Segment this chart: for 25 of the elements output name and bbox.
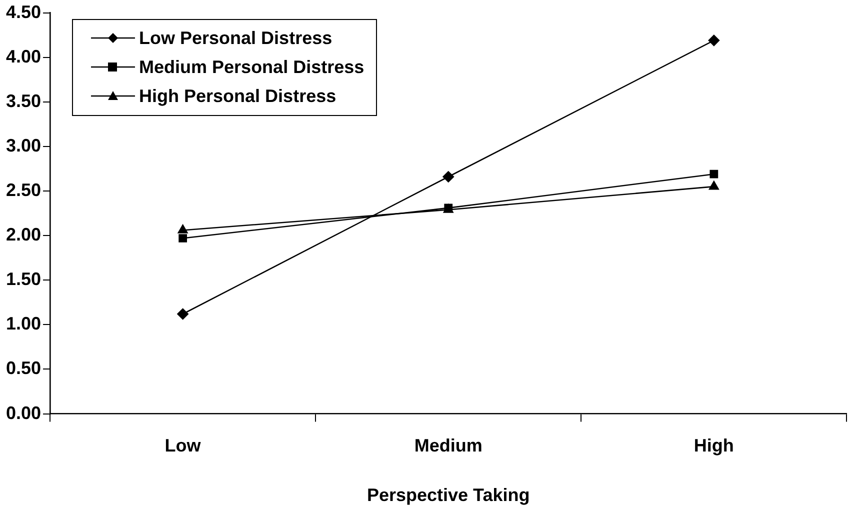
y-tick-label: 0.50 xyxy=(6,358,42,378)
y-tick-label: 1.00 xyxy=(6,314,42,334)
x-tick-label: Low xyxy=(164,436,202,456)
point xyxy=(442,171,454,182)
y-tick-label: 2.50 xyxy=(6,180,42,200)
y-tick-label: 3.50 xyxy=(6,90,42,111)
point xyxy=(708,180,719,190)
x-tick-label: Medium xyxy=(414,436,482,456)
y-tick-label: 4.50 xyxy=(6,2,42,22)
legend-label: Low Personal Distress xyxy=(139,28,332,49)
x-tick-label: High xyxy=(694,436,734,456)
point xyxy=(708,34,720,46)
point xyxy=(710,170,718,178)
y-tick-label: 1.50 xyxy=(6,269,42,290)
point xyxy=(177,308,188,320)
point xyxy=(178,224,188,234)
legend-label: Medium Personal Distress xyxy=(139,56,364,78)
y-tick-label: 0.00 xyxy=(6,402,42,423)
y-tick-label: 4.00 xyxy=(6,46,42,66)
legend-label: High Personal Distress xyxy=(139,86,336,107)
y-tick-label: 2.00 xyxy=(6,224,42,245)
x-axis-title: Perspective Taking xyxy=(366,485,530,506)
y-tick-label: 3.00 xyxy=(6,135,42,156)
point xyxy=(178,234,187,242)
point xyxy=(444,204,453,212)
